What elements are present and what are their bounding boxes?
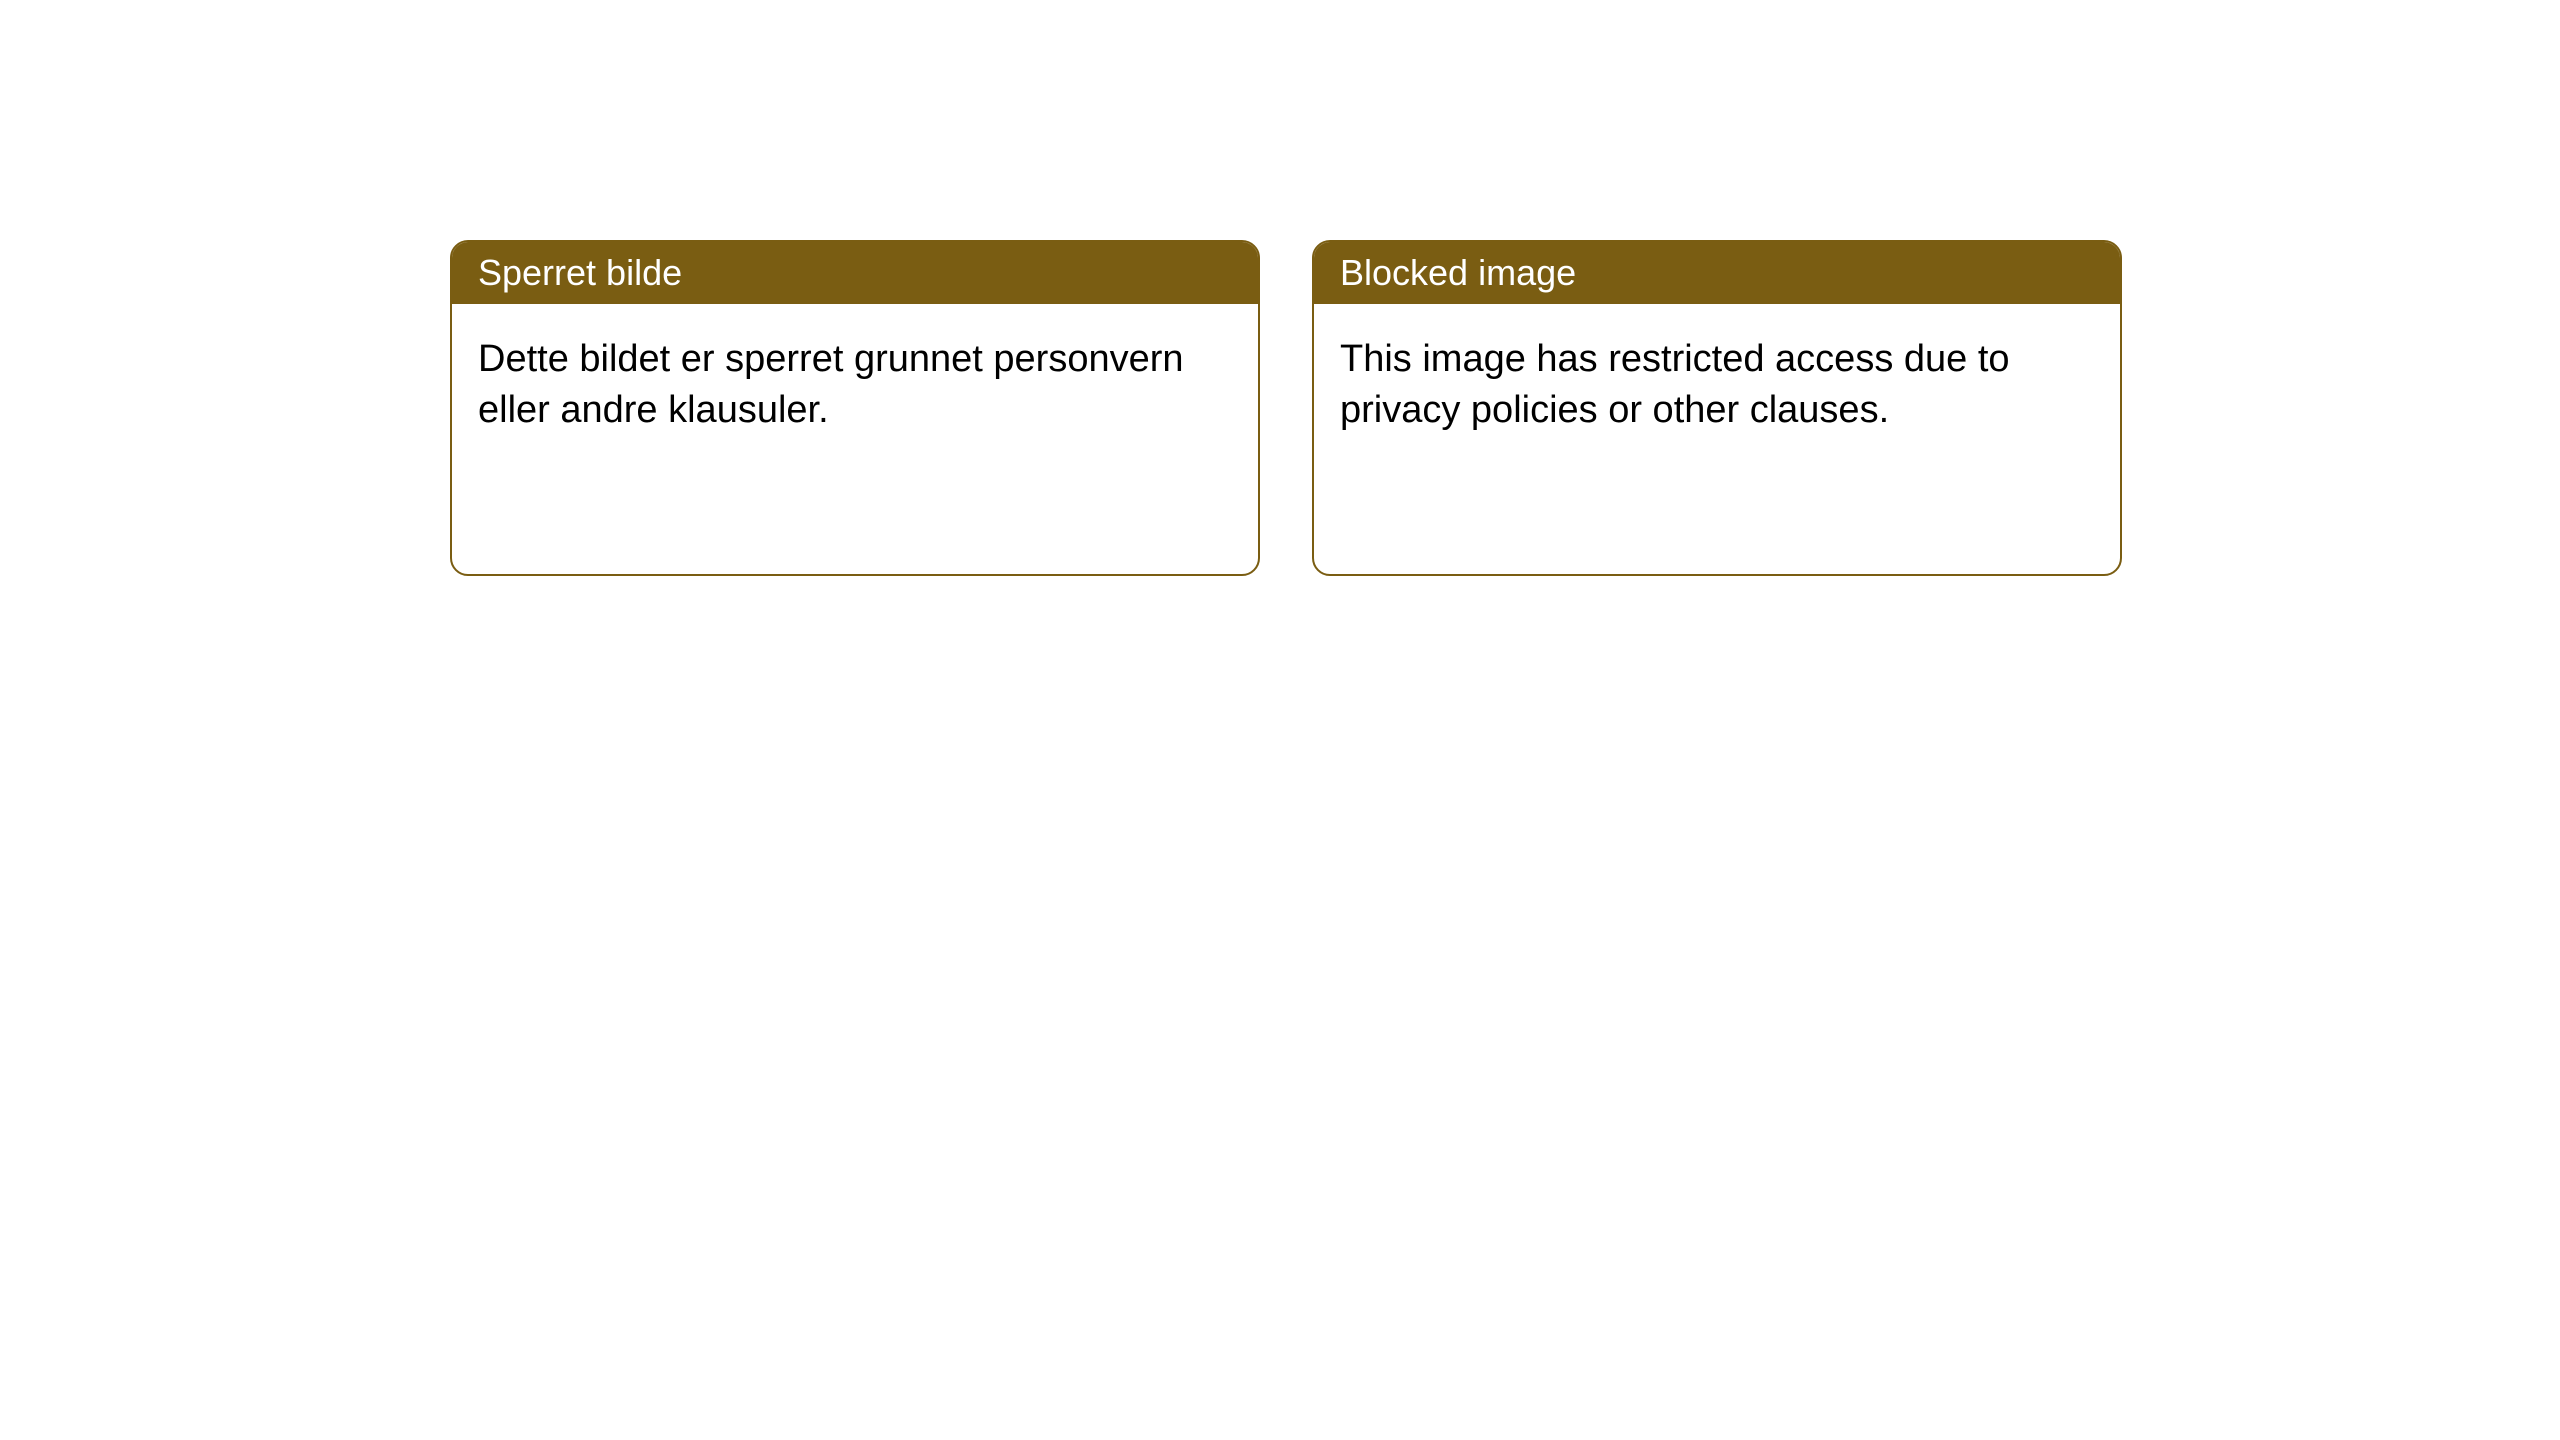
- notice-message: This image has restricted access due to …: [1340, 338, 2010, 431]
- notice-message: Dette bildet er sperret grunnet personve…: [478, 338, 1184, 431]
- notice-title: Sperret bilde: [478, 252, 682, 293]
- notice-card-english: Blocked image This image has restricted …: [1312, 240, 2122, 576]
- notice-title: Blocked image: [1340, 252, 1576, 293]
- notice-header: Blocked image: [1314, 242, 2120, 304]
- notice-body: This image has restricted access due to …: [1314, 304, 2120, 574]
- notice-container: Sperret bilde Dette bildet er sperret gr…: [0, 0, 2560, 576]
- notice-card-norwegian: Sperret bilde Dette bildet er sperret gr…: [450, 240, 1260, 576]
- notice-body: Dette bildet er sperret grunnet personve…: [452, 304, 1258, 574]
- notice-header: Sperret bilde: [452, 242, 1258, 304]
